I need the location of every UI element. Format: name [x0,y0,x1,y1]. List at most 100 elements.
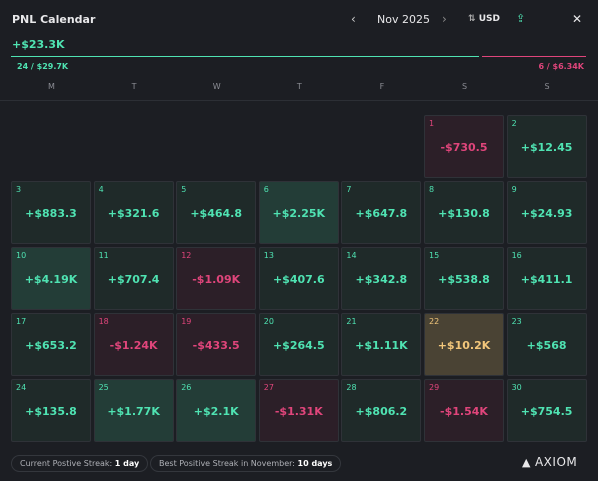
day-number: 16 [511,251,522,260]
current-label: Current Postive Streak: [20,459,113,468]
day-number: 5 [181,185,187,194]
day-number: 18 [98,317,109,326]
day-cell: 23 +$568 [506,313,587,376]
day-pnl: -$433.5 [192,339,240,352]
day-pnl: +$754.5 [520,405,573,418]
win-bar [11,56,479,57]
close[interactable]: ✕ [572,12,583,26]
currency-toggle[interactable]: ⇅ USD [468,14,500,24]
share-icon[interactable]: ⇪ [516,12,526,25]
day-number: 1 [429,119,435,128]
brand-text: AXIOM [534,455,578,469]
day-pnl: +$342.8 [355,273,408,286]
day-number: 30 [511,383,522,392]
losses: 6 / $6.34K [538,62,584,71]
weekday: T [296,82,302,91]
day-cell: 5 +$464.8 [176,181,257,244]
day-cell: 29 -$1.54K [424,379,504,442]
day-pnl: +$135.8 [25,405,77,418]
title: PNL Calendar [12,13,96,26]
day-number: 20 [263,317,274,326]
day-number: 7 [346,185,352,194]
weekday: W [212,82,221,91]
total-pnl: +$23.3K [12,38,65,51]
best-value: 10 days [297,459,333,468]
day-pnl: +$538.8 [438,273,490,286]
day-number: 10 [16,251,27,260]
day-number: 14 [346,251,357,260]
day-number: 8 [429,185,435,194]
best-label: Best Positive Streak in November: [159,459,295,468]
day-cell: 14 +$342.8 [341,247,422,310]
day-number: 4 [98,185,104,194]
day-cell: 7 +$647.8 [341,181,422,244]
day-pnl: +$883.3 [25,207,77,220]
day-pnl: +$647.8 [355,207,408,220]
day-pnl: +$130.8 [438,207,490,220]
day-pnl: +$2.25K [272,207,326,220]
currency: USD [478,14,500,24]
day-pnl: -$1.54K [440,405,488,418]
day-pnl: +$321.6 [107,207,160,220]
day-pnl: +$464.8 [190,207,243,220]
day-cell: 12 -$1.09K [176,247,257,310]
day-cell: 11 +$707.4 [93,247,174,310]
day-pnl: +$1.77K [107,405,160,418]
day-pnl: +$407.6 [272,273,325,286]
divider [0,100,598,101]
day-cell: 9 +$24.93 [506,181,587,244]
day-pnl: +$10.2K [437,339,491,352]
day-pnl: +$653.2 [25,339,77,352]
prev-month[interactable]: ‹ [351,12,356,26]
month: Nov 2025 [377,13,430,26]
day-cell: 20 +$264.5 [258,313,339,376]
day-cell: 17 +$653.2 [11,313,91,376]
brand: ▲ AXIOM [522,455,578,469]
day-number: 26 [181,383,192,392]
day-cell: 26 +$2.1K [176,379,257,442]
day-pnl: +$568 [526,339,567,352]
day-number: 17 [16,317,27,326]
day-number: 6 [263,185,269,194]
day-cell: 24 +$135.8 [11,379,91,442]
day-pnl: +$707.4 [107,273,160,286]
day-pnl: +$24.93 [520,207,573,220]
day-cell: 4 +$321.6 [93,181,174,244]
day-number: 3 [16,185,22,194]
weekday: F [379,82,385,91]
day-cell: 2 +$12.45 [506,115,587,178]
day-pnl: +$411.1 [520,273,573,286]
day-pnl: +$264.5 [272,339,325,352]
day-number: 29 [429,383,440,392]
day-pnl: +$12.45 [520,141,573,154]
day-number: 9 [511,185,517,194]
day-pnl: +$4.19K [24,273,78,286]
day-cell: 21 +$1.11K [341,313,422,376]
day-number: 13 [263,251,274,260]
next-month[interactable]: › [442,12,447,26]
weekday: T [131,82,137,91]
day-cell: 13 +$407.6 [258,247,339,310]
day-cell: 1 -$730.5 [424,115,504,178]
day-cell: 19 -$433.5 [176,313,257,376]
day-cell: 30 +$754.5 [506,379,587,442]
day-cell: 16 +$411.1 [506,247,587,310]
day-number: 28 [346,383,357,392]
day-pnl: +$806.2 [355,405,408,418]
day-pnl: +$2.1K [193,405,239,418]
weekday: M [48,82,55,91]
day-number: 11 [98,251,109,260]
wins: 24 / $29.7K [17,62,69,71]
day-cell: 22 +$10.2K [424,313,504,376]
best-streak: Best Positive Streak in November: 10 day… [150,455,342,472]
day-number: 19 [181,317,192,326]
day-cell: 28 +$806.2 [341,379,422,442]
day-number: 23 [511,317,522,326]
day-number: 12 [181,251,192,260]
day-cell: 3 +$883.3 [11,181,91,244]
day-number: 15 [429,251,440,260]
day-cell: 27 -$1.31K [258,379,339,442]
day-number: 27 [263,383,274,392]
day-number: 22 [429,317,440,326]
